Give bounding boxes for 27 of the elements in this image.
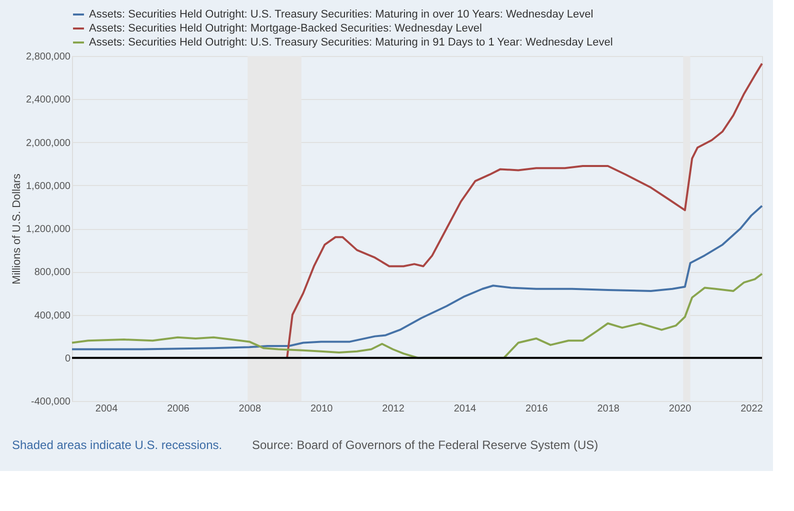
x-tick-label: 2020: [668, 404, 692, 414]
y-tick-label: 2,000,000: [26, 138, 71, 149]
y-tick-label: 1,600,000: [26, 180, 71, 192]
x-tick-label: 2008: [238, 404, 262, 414]
y-tick-label: 400,000: [34, 310, 71, 322]
y-tick-label: 2,800,000: [26, 52, 71, 62]
x-tick-label: 2004: [95, 404, 118, 414]
y-tick-label: 2,400,000: [26, 94, 71, 106]
x-tick-label: 2012: [382, 404, 405, 414]
y-tick-label: 0: [64, 353, 71, 364]
y-tick-label: 1,200,000: [26, 224, 71, 235]
legend-label: Assets: Securities Held Outright: Mortgage-Backed Securities: Wednesday Level: [89, 22, 482, 34]
x-tick-label: 2018: [597, 404, 620, 414]
x-tick-label: 2014: [454, 404, 477, 414]
x-tick-label: 2010: [310, 404, 334, 414]
x-tick-label: 2016: [526, 404, 548, 414]
line-series: [286, 62, 763, 359]
x-tick-label: 2006: [167, 404, 190, 414]
y-axis-title: Millions of U.S. Dollars: [11, 173, 24, 284]
source-note: Source: Board of Governors of the Federal Reserve System (US): [252, 438, 598, 452]
legend-label: Assets: Securities Held Outright: U.S. Treasury Securities: Maturing in over 10 Years: Wednesday Level: [89, 8, 594, 20]
y-tick-label: -400,000: [31, 396, 71, 408]
legend-label: Assets: Securities Held Outright: U.S. Treasury Securities: Maturing in 91 Days to 1 Year: Wednesday Level: [89, 36, 613, 48]
x-tick-label: 2022: [740, 404, 764, 414]
y-tick-label: 800,000: [34, 267, 71, 278]
line-series: [71, 204, 763, 350]
text: Shaded areas indicate U.S. recessions.: [12, 438, 222, 452]
